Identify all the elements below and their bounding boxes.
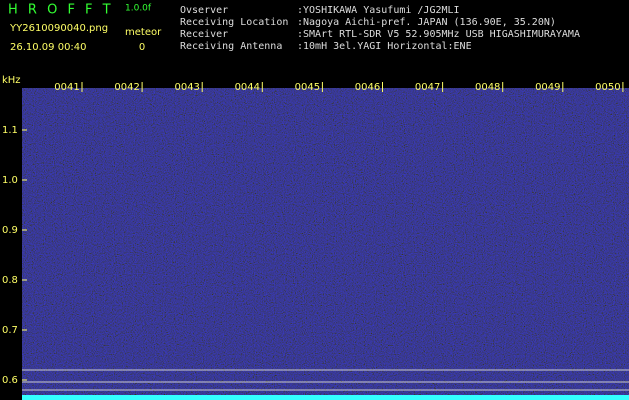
y-tick-label: 0.8 xyxy=(2,275,18,286)
datetime: 26.10.09 00:40 xyxy=(10,42,87,53)
field-label: Ovserver xyxy=(180,5,228,16)
meteor-count: 0 xyxy=(139,42,145,53)
time-label: 0048 xyxy=(475,82,500,93)
y-tick-label: 0.9 xyxy=(2,225,18,236)
field-value: :Nagoya Aichi-pref. JAPAN (136.90E, 35.2… xyxy=(297,17,556,28)
y-tick-label: 1.1 xyxy=(2,125,18,136)
filename: YY2610090040.png xyxy=(9,23,108,34)
header-bg xyxy=(0,0,629,88)
field-value: :10mH 3el.YAGI Horizontal:ENE xyxy=(297,41,472,52)
time-label: 0050 xyxy=(595,82,620,93)
time-label: 0042 xyxy=(114,82,139,93)
spectrogram-noise xyxy=(22,88,629,400)
field-label: Receiver xyxy=(180,29,228,40)
time-label: 0043 xyxy=(174,82,199,93)
field-value: :SMArt RTL-SDR V5 52.905MHz USB HIGASHIM… xyxy=(297,29,580,40)
meteor-label: meteor xyxy=(125,27,162,38)
field-label: Receiving Antenna xyxy=(180,41,282,52)
y-tick-label: 1.0 xyxy=(2,175,18,186)
y-tick-label: 0.6 xyxy=(2,375,18,386)
time-label: 0044 xyxy=(235,82,260,93)
time-label: 0047 xyxy=(415,82,440,93)
logo: H R O F F T xyxy=(8,3,114,18)
time-label: 0041 xyxy=(54,82,79,93)
time-label: 0049 xyxy=(535,82,560,93)
y-tick-label: 0.7 xyxy=(2,325,18,336)
axis-unit: kHz xyxy=(2,75,21,86)
noise-floor xyxy=(22,395,629,400)
version: 1.0.0f xyxy=(125,4,152,14)
field-value: :YOSHIKAWA Yasufumi /JG2MLI xyxy=(297,5,460,16)
time-label: 0045 xyxy=(295,82,320,93)
time-label: 0046 xyxy=(355,82,380,93)
field-label: Receiving Location xyxy=(180,17,288,28)
